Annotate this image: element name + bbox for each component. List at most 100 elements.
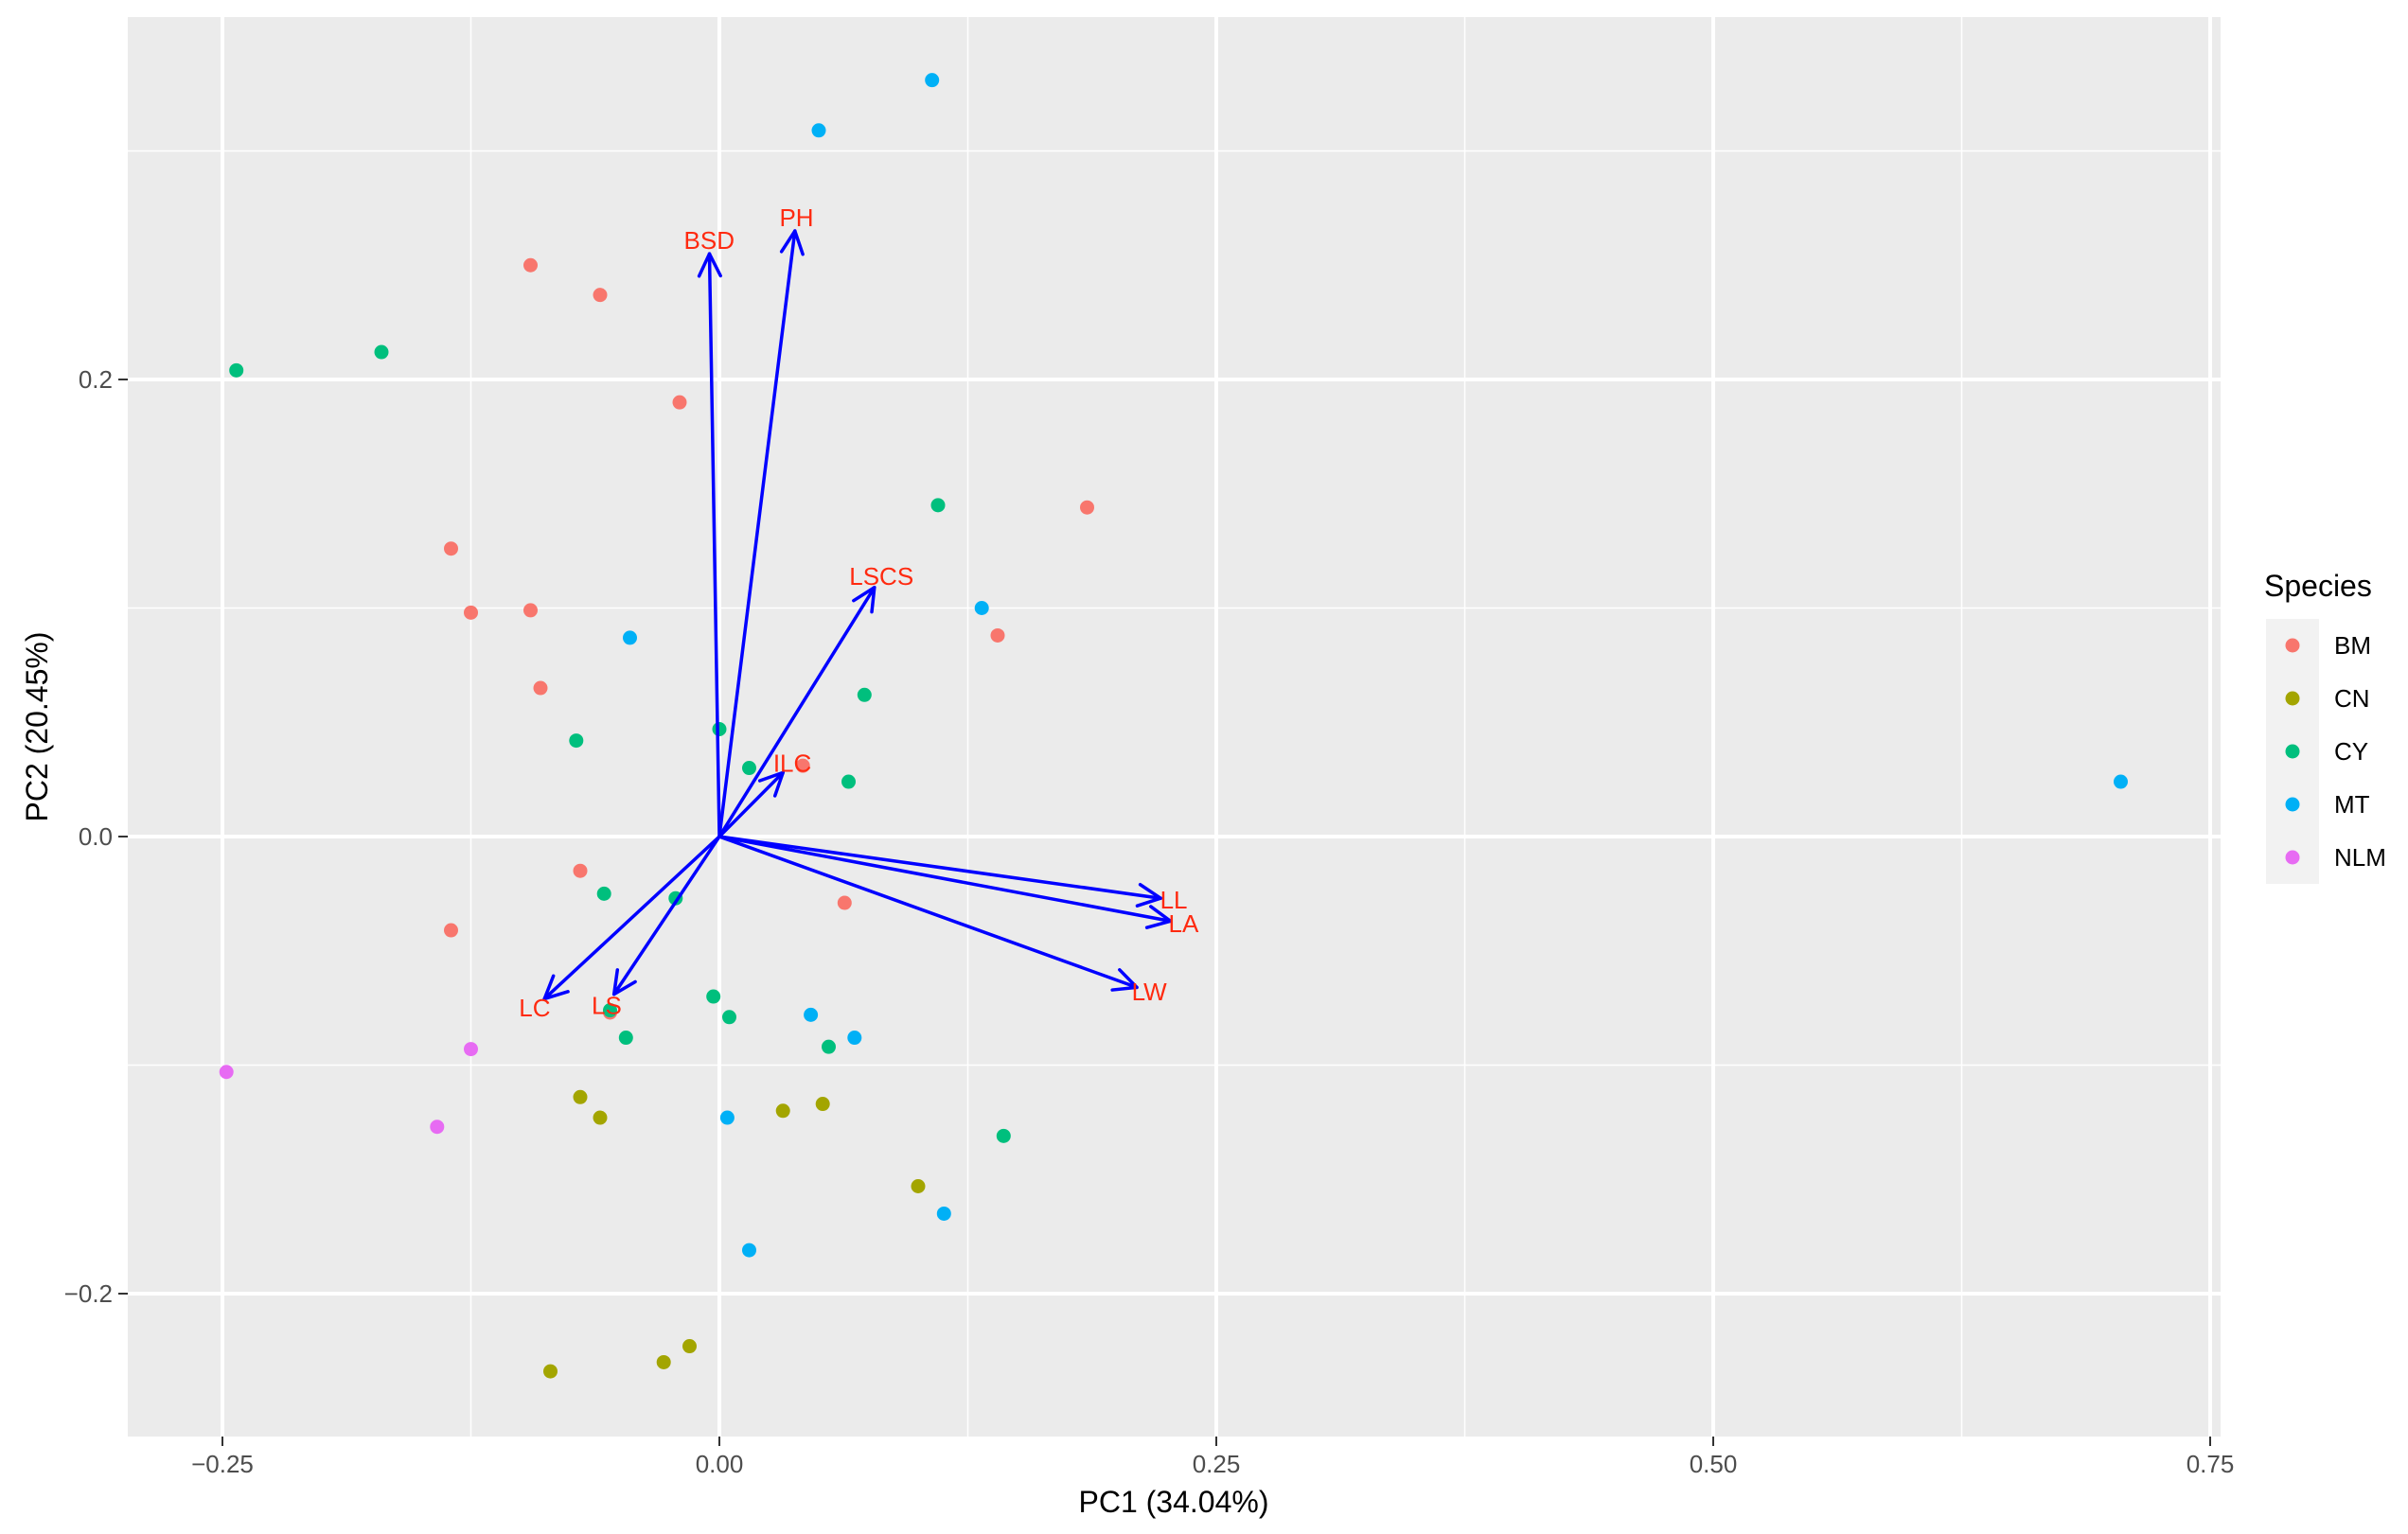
data-point-mt — [719, 1110, 735, 1125]
data-point-mt — [847, 1031, 862, 1046]
loading-label-la: LA — [1169, 909, 1199, 938]
data-point-cy — [822, 1039, 836, 1054]
legend-label-mt: MT — [2334, 790, 2370, 819]
data-point-cn — [682, 1339, 697, 1354]
data-point-mt — [2114, 774, 2128, 789]
data-point-cy — [706, 989, 721, 1004]
data-point-mt — [804, 1007, 819, 1022]
legend-label-bm: BM — [2334, 631, 2371, 660]
scatter-points — [219, 73, 2128, 1379]
data-point-mt — [974, 601, 989, 615]
data-point-nlm — [430, 1120, 445, 1135]
data-point-cn — [593, 1110, 608, 1125]
data-point-cn — [911, 1178, 926, 1193]
legend-title: Species — [2264, 569, 2372, 603]
loading-arrowhead-ilc — [757, 770, 785, 798]
data-point-cy — [996, 1128, 1011, 1143]
data-point-bm — [533, 680, 548, 696]
data-point-cy — [712, 721, 727, 736]
data-point-bm — [990, 627, 1005, 643]
legend-label-cn: CN — [2334, 684, 2370, 713]
loading-arrowhead-lw — [1110, 968, 1139, 992]
legend-key-mt — [2285, 797, 2300, 812]
loading-arrow-la — [717, 835, 1173, 924]
data-point-cy — [841, 774, 856, 789]
data-point-bm — [593, 288, 608, 303]
data-point-bm — [837, 895, 852, 910]
loading-label-ls: LS — [592, 991, 622, 1019]
x-tick-label: 0.50 — [1690, 1450, 1738, 1478]
data-point-cy — [569, 733, 584, 749]
data-point-bm — [1080, 500, 1094, 515]
loading-label-lw: LW — [1132, 978, 1168, 1006]
data-point-bm — [573, 863, 588, 878]
loading-label-ilc: ILC — [773, 749, 811, 777]
data-point-bm — [464, 605, 478, 620]
loading-arrow-ilc — [717, 770, 785, 838]
major-gridlines — [128, 17, 2221, 1437]
loading-arrowhead-la — [1144, 905, 1173, 929]
y-tick-label: 0.2 — [79, 365, 113, 394]
loading-label-ll: LL — [1160, 886, 1188, 914]
loading-arrowhead-ph — [779, 229, 805, 256]
y-tick-label: 0.0 — [79, 822, 113, 851]
minor-gridlines — [128, 17, 2221, 1524]
legend-label-nlm: NLM — [2334, 843, 2386, 872]
loading-label-bsd: BSD — [684, 226, 735, 255]
data-point-bm — [523, 603, 538, 618]
data-point-bm — [523, 257, 538, 273]
data-point-mt — [742, 1243, 756, 1258]
data-point-cy — [229, 362, 244, 378]
legend-key-cn — [2285, 691, 2300, 706]
data-point-cy — [742, 761, 756, 776]
loading-arrow-lc — [542, 835, 721, 1001]
data-point-bm — [444, 541, 458, 556]
data-point-nlm — [219, 1065, 234, 1080]
legend: Species BM CN CY MT NLM — [2264, 569, 2386, 884]
x-axis-ticks: −0.25 0.00 0.25 0.50 0.75 — [191, 1437, 2234, 1478]
loading-label-ph: PH — [779, 203, 813, 232]
data-point-cy — [857, 687, 872, 702]
data-point-mt — [936, 1206, 951, 1221]
data-point-cy — [618, 1031, 633, 1046]
data-point-cy — [374, 344, 389, 360]
y-axis-title: PC2 (20.45%) — [20, 632, 54, 822]
loading-arrow-bsd — [707, 252, 721, 838]
data-point-bm — [795, 758, 810, 773]
loading-arrow-ph — [717, 229, 797, 838]
data-point-cn — [656, 1354, 671, 1369]
loading-arrowhead-lscs — [852, 586, 876, 614]
loading-arrow-ll — [717, 835, 1162, 900]
legend-label-cy: CY — [2334, 737, 2368, 766]
x-axis-title: PC1 (34.04%) — [1079, 1485, 1269, 1519]
data-point-cn — [775, 1103, 790, 1119]
legend-key-cy — [2285, 744, 2300, 759]
plot-panel — [128, 17, 2221, 1437]
x-tick-label: 0.25 — [1193, 1450, 1241, 1478]
loading-arrow-lscs — [717, 586, 876, 838]
loading-label-lscs: LSCS — [849, 562, 913, 591]
loading-arrowhead-ll — [1135, 883, 1162, 908]
data-point-cn — [573, 1089, 588, 1104]
data-point-bm — [672, 395, 687, 410]
loading-arrow-ls — [611, 835, 721, 996]
data-point-cy — [603, 1003, 617, 1018]
loading-arrowhead-bsd — [697, 252, 722, 278]
legend-key-nlm — [2285, 850, 2300, 865]
x-tick-label: 0.75 — [2187, 1450, 2235, 1478]
data-point-bm — [444, 923, 458, 938]
data-point-cy — [596, 886, 611, 901]
x-tick-label: 0.00 — [696, 1450, 744, 1478]
data-point-nlm — [464, 1042, 478, 1057]
x-tick-label: −0.25 — [191, 1450, 254, 1478]
data-point-mt — [811, 123, 826, 138]
data-point-mt — [925, 73, 940, 88]
y-tick-label: −0.2 — [64, 1279, 113, 1308]
legend-key-bm — [2285, 638, 2300, 653]
data-point-cy — [722, 1010, 736, 1025]
loading-arrows — [542, 229, 1173, 1001]
loading-arrowhead-lc — [542, 974, 570, 1001]
loading-label-lc: LC — [519, 994, 550, 1022]
